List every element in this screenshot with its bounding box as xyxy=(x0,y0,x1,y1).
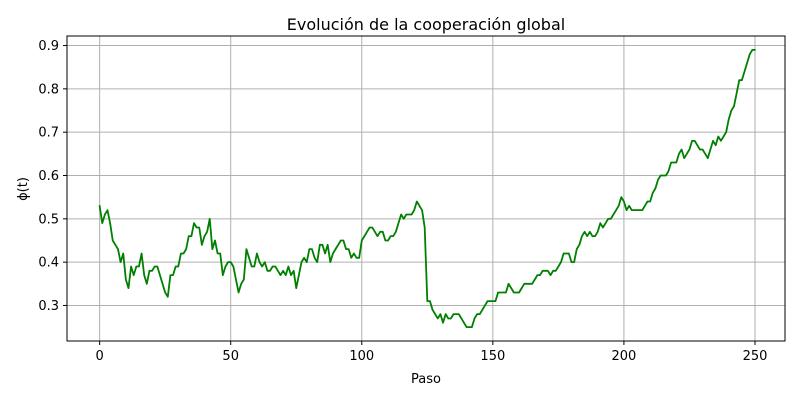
x-axis-label: Paso xyxy=(411,372,441,387)
y-tick-label: 0.3 xyxy=(38,299,59,314)
series-layer xyxy=(98,48,756,329)
x-tick-label: 100 xyxy=(349,349,374,364)
x-tick-label: 250 xyxy=(743,349,768,364)
y-tick-label: 0.4 xyxy=(38,256,59,271)
y-tick-label: 0.8 xyxy=(38,82,59,97)
chart-title: Evolución de la cooperación global xyxy=(287,15,565,34)
x-tick-label: 0 xyxy=(95,349,103,364)
y-tick-label: 0.6 xyxy=(38,169,59,184)
y-tick-label: 0.9 xyxy=(38,39,59,54)
ticks: 0 50 100 150 200 250 0.3 0.4 0.5 0.6 0.7 0.8 0.9 xyxy=(38,39,767,364)
y-tick-label: 0.5 xyxy=(38,212,59,227)
x-tick-label: 50 xyxy=(222,349,239,364)
series-line-0 xyxy=(98,48,756,329)
x-tick-label: 150 xyxy=(480,349,505,364)
grid xyxy=(67,36,785,341)
y-tick-label: 0.7 xyxy=(38,126,59,141)
y-axis-label: ϕ(t) xyxy=(16,177,31,201)
plot-area-frame xyxy=(66,35,786,342)
x-tick-label: 200 xyxy=(612,349,637,364)
